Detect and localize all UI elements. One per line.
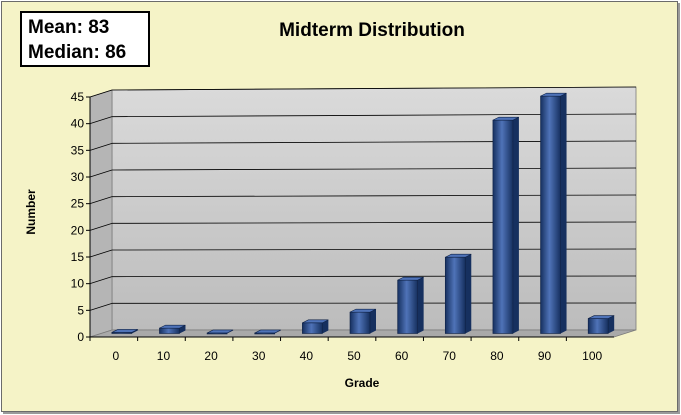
axes	[89, 97, 614, 338]
bar-top	[540, 92, 567, 97]
bar	[159, 324, 186, 334]
bar-top	[588, 315, 615, 319]
bar	[540, 92, 567, 334]
mean-value: 83	[88, 17, 110, 38]
bar-top	[159, 324, 186, 329]
gridline-side	[89, 169, 113, 178]
bar-side	[465, 254, 472, 334]
gridline-side	[89, 116, 113, 125]
bar	[254, 329, 281, 335]
x-tick-labels: 0 10 20 30 40 50 60 70 80 90 100	[89, 337, 603, 363]
bar	[587, 315, 615, 334]
x-tick-label: 30	[252, 349, 266, 363]
gridline-side	[89, 276, 113, 285]
y-tick-label: 10	[71, 277, 85, 291]
bar	[111, 329, 138, 334]
median-row: Median: 86	[28, 40, 142, 65]
bar-top	[302, 319, 329, 324]
bar	[302, 319, 329, 334]
bar-side	[512, 117, 519, 334]
x-tick-label: 0	[112, 349, 119, 363]
bar	[206, 329, 234, 335]
gridline-side	[89, 302, 113, 311]
y-tick-label: 5	[77, 303, 84, 317]
y-tick-label: 40	[71, 117, 85, 131]
bar-top	[111, 329, 138, 333]
bar	[444, 253, 472, 334]
bar-front	[349, 311, 371, 334]
bar-side	[370, 309, 376, 334]
bar-side	[560, 93, 567, 334]
bar-side	[179, 325, 186, 334]
bars	[111, 92, 615, 335]
x-tick-label: 10	[157, 349, 171, 363]
y-tick-labels: 0 5 10 15 20 25 30 35 40 45	[71, 90, 90, 344]
x-tick-label: 70	[443, 349, 457, 363]
bar-top	[206, 329, 234, 334]
bar-front	[540, 95, 561, 334]
bar-front	[159, 327, 180, 334]
side-wall	[89, 89, 113, 338]
bar-front	[587, 318, 609, 334]
x-tick-label: 50	[347, 349, 361, 363]
bar-top	[492, 116, 520, 121]
x-tick-label: 60	[395, 349, 409, 363]
x-axis-title: Grade	[345, 376, 380, 390]
bar-side	[608, 315, 615, 334]
gridline-side	[89, 249, 113, 258]
mean-label: Mean:	[28, 17, 83, 38]
bar	[492, 116, 520, 334]
median-label: Median:	[28, 42, 100, 63]
bar-top	[445, 253, 472, 258]
x-tick-label: 80	[490, 349, 504, 363]
y-tick-label: 25	[71, 197, 85, 211]
bar-top	[349, 308, 377, 313]
gridline-side	[89, 142, 113, 151]
y-axis-title: Number	[24, 189, 38, 235]
y-tick-label: 15	[71, 250, 85, 264]
gridline	[111, 86, 637, 91]
bar	[349, 308, 377, 334]
gridline-side	[89, 222, 113, 231]
y-tick-label: 30	[71, 170, 85, 184]
chart-title: Midterm Distribution	[279, 20, 465, 41]
x-tick-label: 40	[300, 349, 314, 363]
bar-front	[444, 256, 466, 334]
bar-side	[417, 277, 424, 334]
bar-side	[322, 319, 329, 334]
x-tick-label: 20	[204, 349, 218, 363]
bar-front	[492, 119, 514, 334]
gridline-side	[89, 89, 113, 98]
x-tick-label: 100	[582, 349, 602, 363]
y-tick-label: 45	[71, 90, 85, 104]
y-tick-label: 0	[77, 330, 84, 344]
median-value: 86	[105, 42, 127, 63]
y-tick-label: 35	[71, 143, 85, 157]
bar-top	[397, 276, 424, 281]
x-tick-label: 90	[538, 349, 552, 363]
stats-box: Mean: 83 Median: 86	[20, 11, 150, 67]
mean-row: Mean: 83	[28, 15, 142, 40]
bar-top	[254, 329, 281, 334]
bar	[397, 276, 424, 334]
bar-front	[302, 322, 323, 334]
bar-front	[397, 279, 418, 334]
gridline-side	[89, 196, 113, 205]
y-tick-label: 20	[71, 223, 85, 237]
